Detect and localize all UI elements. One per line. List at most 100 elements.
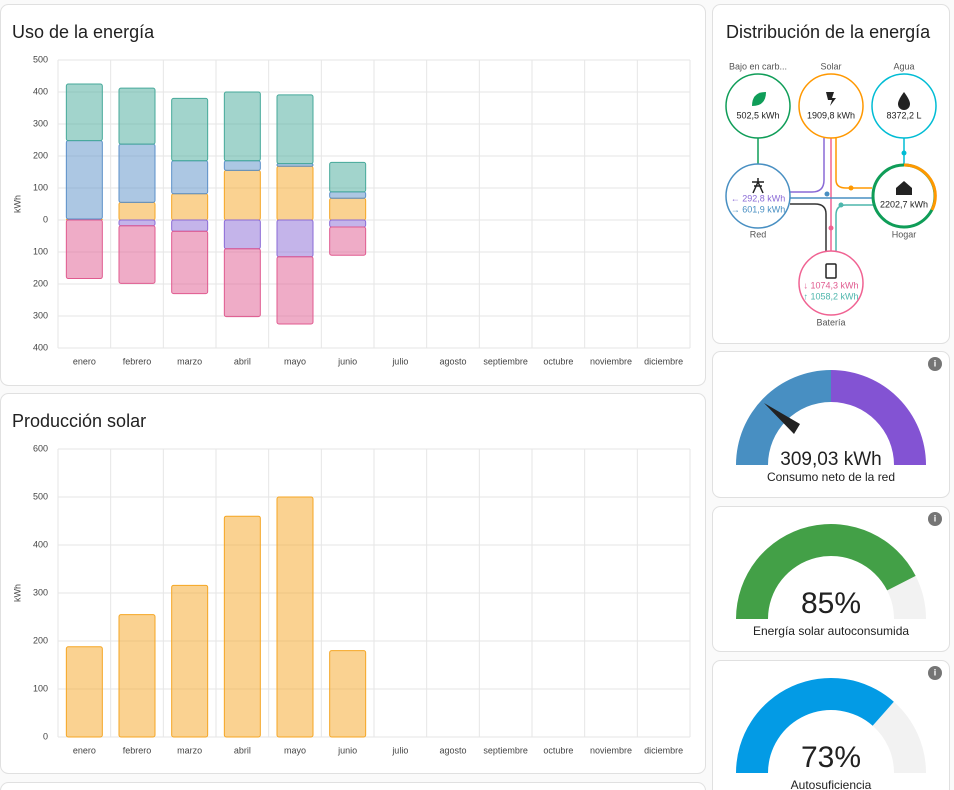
gauge-label: Energía solar autoconsumida: [753, 624, 909, 638]
bar: [276, 256, 314, 325]
bar: [329, 226, 367, 256]
y-tick-label: 100: [33, 182, 48, 192]
node-value: 8372,2 L: [886, 110, 921, 120]
gauge-track: [887, 575, 926, 619]
tower-icon: [752, 178, 764, 194]
y-tick-label: 500: [33, 491, 48, 501]
y-tick-label: 200: [33, 635, 48, 645]
gauge-value: 73%: [801, 741, 861, 774]
y-tick-label: 300: [33, 587, 48, 597]
nodes: [725, 73, 937, 316]
flow: [790, 203, 827, 251]
y-tick-label: 400: [33, 86, 48, 96]
bar: [276, 496, 314, 738]
x-tick-label: febrero: [123, 745, 152, 755]
info-icons[interactable]: i i i: [928, 357, 942, 680]
bar: [65, 83, 103, 142]
gauge-value: 309,03 kWh: [780, 449, 881, 470]
home-icon: [896, 181, 912, 195]
node-label: Red: [750, 229, 767, 239]
flow-dot: [828, 225, 834, 231]
x-tick-label: abril: [234, 745, 251, 755]
x-tick-label: abril: [234, 356, 251, 366]
node-value: 1909,8 kWh: [807, 110, 855, 120]
flow-dot: [824, 191, 830, 197]
leaf-icon: [752, 92, 766, 106]
node-value: 2202,7 kWh: [880, 199, 928, 209]
x-tick-label: enero: [73, 745, 96, 755]
bar: [118, 225, 156, 284]
x-tick-label: diciembre: [644, 356, 683, 366]
bar: [65, 646, 103, 738]
node-value: ↑ 1058,2 kWh: [803, 291, 858, 301]
card: [0, 782, 706, 790]
x-tick-label: noviembre: [590, 356, 632, 366]
card-title: Distribución de la energía: [726, 22, 931, 42]
bar: [329, 650, 367, 738]
bar: [329, 219, 367, 228]
x-tick-label: mayo: [284, 745, 306, 755]
y-tick-label: 200: [33, 278, 48, 288]
node: [798, 250, 864, 316]
gauge-track: [872, 701, 927, 773]
x-tick-label: diciembre: [644, 745, 683, 755]
gauge-arc: [736, 524, 916, 619]
x-tick-label: enero: [73, 356, 96, 366]
bar: [329, 197, 367, 221]
flow: [835, 138, 872, 189]
bar: [276, 219, 314, 258]
node: [725, 163, 791, 229]
node-label: Bajo en carb...: [729, 61, 787, 71]
bar: [118, 143, 156, 203]
info-icon[interactable]: [928, 357, 942, 371]
bar: [65, 219, 103, 280]
x-tick-label: junio: [337, 356, 357, 366]
node: [725, 73, 791, 139]
x-tick-label: marzo: [177, 356, 202, 366]
x-tick-label: noviembre: [590, 745, 632, 755]
chart-title: Uso de la energía: [12, 22, 155, 42]
gauge-arc: [831, 370, 926, 465]
battery-icon: [825, 263, 837, 279]
bar: [171, 230, 209, 295]
bar: [276, 94, 314, 165]
y-axis-label: kWh: [12, 584, 22, 602]
node-label: Hogar: [892, 229, 917, 239]
node-label: Batería: [816, 317, 845, 327]
y-tick-label: 300: [33, 310, 48, 320]
chart-title: Producción solar: [12, 411, 146, 431]
y-tick-label: 0: [43, 731, 48, 741]
bar: [118, 219, 156, 227]
flow: [790, 138, 825, 193]
y-axis-label: kWh: [12, 195, 22, 213]
node-value: ← 292,8 kWh: [731, 193, 786, 203]
flow-dot: [848, 185, 854, 191]
y-tick-label: 500: [33, 54, 48, 64]
x-tick-label: agosto: [439, 356, 466, 366]
bar: [171, 97, 209, 162]
bar: [171, 584, 209, 738]
bar: [171, 219, 209, 232]
info-icon[interactable]: [928, 666, 942, 680]
bar: [223, 219, 261, 250]
x-tick-label: octubre: [543, 745, 573, 755]
card: [712, 660, 950, 790]
bar: [223, 160, 261, 171]
solar-icon: [826, 92, 836, 106]
x-tick-label: julio: [391, 745, 408, 755]
info-icon[interactable]: [928, 512, 942, 526]
gauge-needle: [764, 403, 800, 434]
y-tick-label: 100: [33, 683, 48, 693]
node: [798, 73, 864, 139]
node-value: ↓ 1074,3 kWh: [803, 280, 858, 290]
x-tick-label: septiembre: [483, 745, 528, 755]
x-tick-label: octubre: [543, 356, 573, 366]
bar: [223, 515, 261, 738]
gauge-label: Autosuficiencia: [791, 778, 872, 790]
bar: [171, 193, 209, 221]
card: [712, 351, 950, 498]
node-label: Solar: [820, 61, 841, 71]
y-tick-label: 0: [43, 214, 48, 224]
flow-dot: [901, 150, 907, 156]
